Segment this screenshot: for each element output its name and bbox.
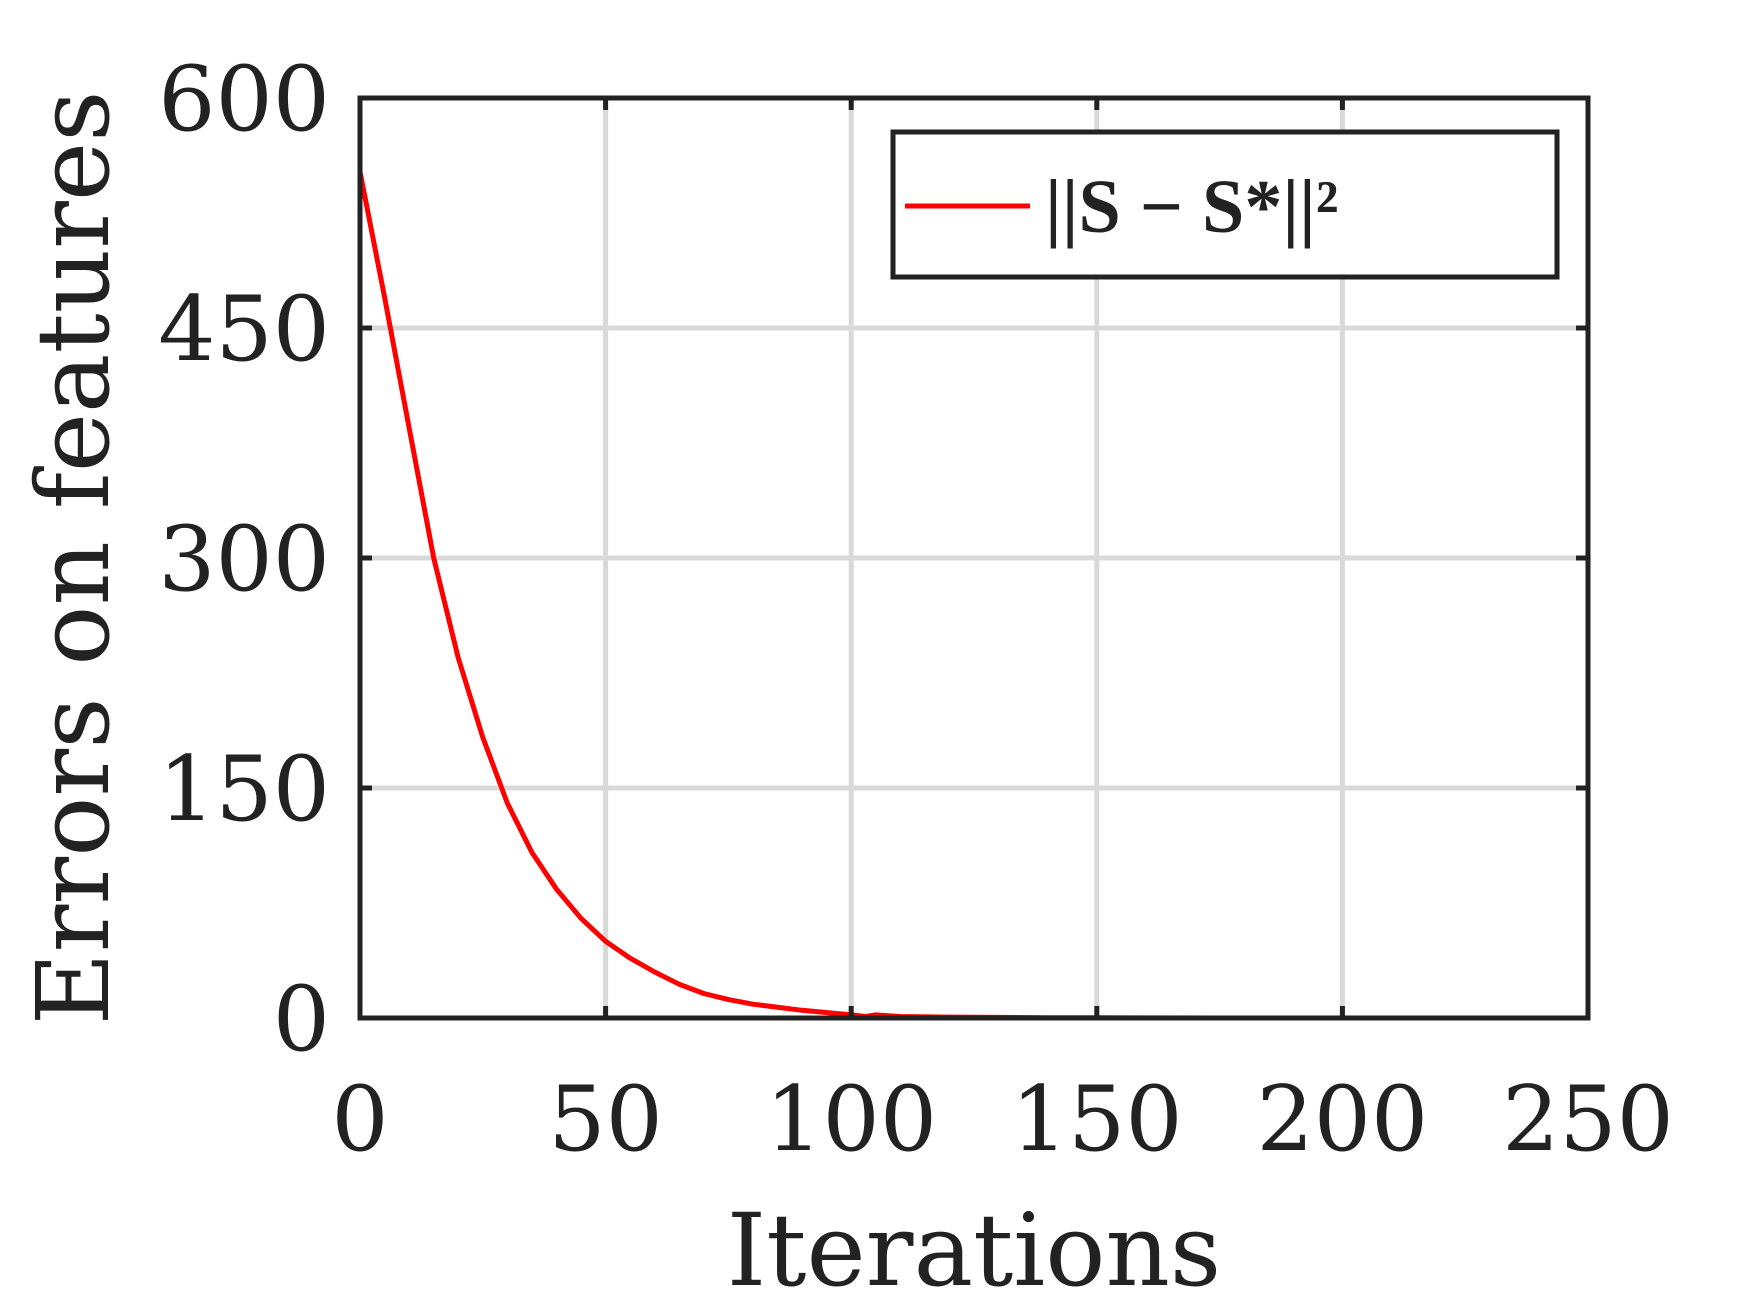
axis-ticks: [357, 95, 1591, 1021]
x-tick-labels: 0 50 100 150 200 250: [331, 1067, 1674, 1172]
y-tick-label: 450: [158, 277, 330, 382]
y-tick-labels: 0 150 300 450 600: [158, 47, 330, 1072]
x-tick-label: 0: [331, 1067, 388, 1172]
y-tick-label: 600: [158, 47, 330, 152]
y-tick-label: 0: [273, 967, 330, 1072]
series-layer: [357, 169, 1468, 1021]
x-axis-label: Iterations: [727, 1192, 1221, 1309]
series-line: [357, 169, 1468, 1021]
y-axis-label: Errors on features: [15, 91, 132, 1026]
y-tick-label: 300: [158, 507, 330, 612]
legend-label: ||S − S*||²: [1045, 165, 1339, 249]
x-tick-label: 100: [765, 1067, 937, 1172]
x-tick-label: 150: [1011, 1067, 1183, 1172]
x-tick-label: 200: [1257, 1067, 1429, 1172]
x-tick-label: 250: [1502, 1067, 1674, 1172]
legend: ||S − S*||²: [890, 129, 1560, 280]
y-tick-label: 150: [158, 737, 330, 842]
x-tick-label: 50: [548, 1067, 663, 1172]
